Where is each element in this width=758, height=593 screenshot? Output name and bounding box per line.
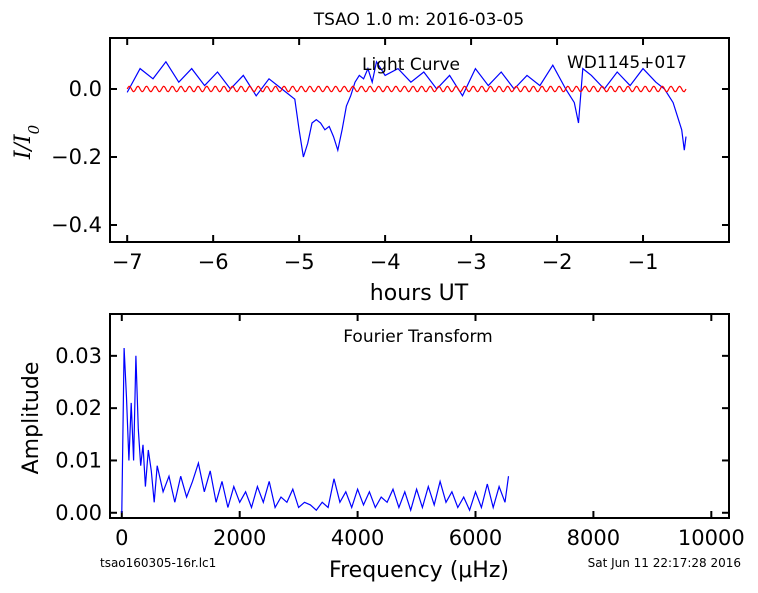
light-curve-panel: −7 −6 −5 −4 −3 −2 −1 0.0 −0.2 −0.4 Light Curve WD…	[11, 37, 730, 306]
light-curve-line	[126, 60, 687, 158]
fourier-y-tick-label: 0.02	[55, 396, 102, 420]
generation-timestamp: Sat Jun 11 22:17:28 2016	[588, 556, 741, 570]
light-curve-x-tick-label: −6	[198, 250, 229, 274]
fourier-x-label: Frequency (μHz)	[329, 558, 509, 583]
light-curve-x-tick-label: −3	[456, 250, 487, 274]
light-curve-series	[126, 60, 687, 158]
fourier-annotation: Fourier Transform	[343, 327, 492, 347]
target-name-annotation: WD1145+017	[567, 53, 687, 73]
fourier-x-tick-label: 4000	[331, 526, 384, 550]
light-curve-x-tick-label: −7	[112, 250, 143, 274]
light-curve-plot-frame	[109, 37, 730, 243]
figure-title: TSAO 1.0 m: 2016-03-05	[313, 10, 525, 30]
light-curve-x-tick-label: −1	[628, 250, 659, 274]
sinusoid-fit-line	[126, 85, 687, 93]
y-label-numerator: I/I	[11, 133, 36, 160]
light-curve-y-tick-label: 0.0	[69, 77, 102, 101]
y-label-subscript: 0	[25, 124, 43, 134]
fourier-x-tick-label: 10000	[678, 526, 745, 550]
fourier-ticks: 0 2000 4000 6000 8000 10000 0.00 0.01 0.02 0.03	[55, 314, 745, 550]
light-curve-annotation: Light Curve	[362, 55, 460, 75]
fourier-y-tick-label: 0.01	[55, 448, 102, 472]
fourier-x-tick-label: 0	[115, 526, 128, 550]
source-filename: tsao160305-16r.lc1	[100, 556, 216, 570]
fourier-y-tick-label: 0.00	[55, 501, 102, 525]
fourier-panel: 0 2000 4000 6000 8000 10000 0.00 0.01 0.02 0.03 F…	[19, 313, 745, 583]
fourier-plot-frame	[109, 313, 730, 519]
fourier-y-label: Amplitude	[19, 362, 44, 475]
light-curve-x-tick-label: −5	[284, 250, 315, 274]
light-curve-y-tick-label: −0.2	[51, 145, 102, 169]
amplitude-spectrum-line	[121, 347, 510, 513]
light-curve-ticks: −7 −6 −5 −4 −3 −2 −1 0.0 −0.2 −0.4	[51, 38, 729, 274]
light-curve-x-tick-label: −4	[370, 250, 401, 274]
light-curve-x-label: hours UT	[370, 281, 469, 306]
light-curve-x-tick-label: −2	[542, 250, 573, 274]
light-curve-y-tick-label: −0.4	[51, 213, 102, 237]
fourier-x-tick-label: 8000	[567, 526, 620, 550]
fourier-x-tick-label: 2000	[213, 526, 266, 550]
fourier-x-tick-label: 6000	[449, 526, 502, 550]
fourier-y-tick-label: 0.03	[55, 344, 102, 368]
fourier-series	[121, 347, 510, 513]
light-curve-y-label: I/I0	[11, 124, 43, 160]
